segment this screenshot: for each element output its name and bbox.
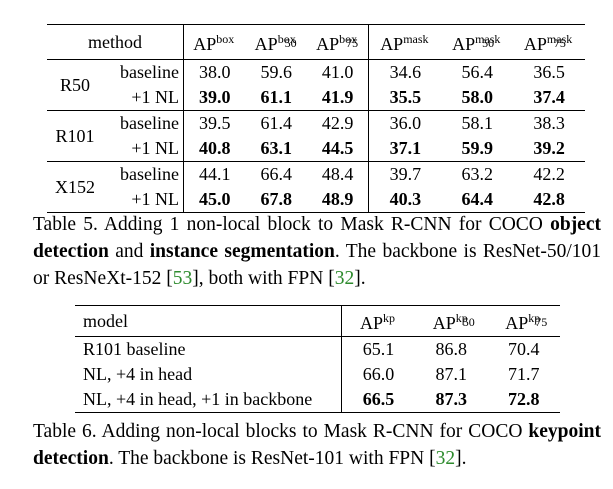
table-cell: 87.3: [414, 387, 488, 413]
table-cell: 41.9: [306, 85, 369, 111]
citation-link[interactable]: 53: [172, 268, 193, 289]
table-cell: 38.3: [533, 113, 565, 133]
variant-label: +1 NL: [103, 85, 184, 111]
table-cell: 35.5: [368, 85, 442, 111]
table-cell: 66.5: [340, 387, 415, 413]
table-6: model APkp APkp 50 APkp 75 R101 baseline 6…: [75, 305, 560, 413]
table-cell: 39.2: [513, 136, 585, 162]
table-6-caption: Table 6. Adding non-local blocks to Mask…: [33, 421, 601, 469]
table-cell: 42.9: [321, 113, 354, 133]
table-cell: 72.8: [487, 387, 560, 413]
table-cell: 61.4: [260, 113, 292, 133]
table-cell: 66.4: [260, 164, 292, 184]
table-cell: 71.7: [507, 364, 540, 384]
table-cell: 39.7: [368, 161, 442, 187]
model-label: NL, +4 in head, +1 in backbone: [75, 387, 342, 413]
table-cell: 44.5: [306, 136, 369, 162]
table-cell: 41.0: [321, 62, 354, 82]
table-row: R50 baseline 38.0 59.6 41.0 34.6 56.4 36…: [47, 59, 585, 111]
table-cell: 37.1: [368, 136, 442, 162]
ap-mask-header: APmask: [368, 24, 442, 60]
table-cell: 56.4: [461, 62, 494, 82]
table-row: NL, +4 in head 66.0 87.1 71.7: [75, 362, 560, 387]
table-row: +1 NL 39.0 61.1 41.9 35.5 58.0 37.4: [47, 85, 585, 111]
ap-kp-header: APkp: [340, 305, 415, 337]
table-cell: 36.5: [533, 62, 565, 82]
variant-label: +1 NL: [103, 187, 184, 213]
table-cell: 58.0: [441, 85, 514, 111]
table-cell: 48.9: [306, 187, 369, 213]
table-row: X152 baseline 44.1 66.4 48.4 39.7 63.2 4…: [47, 161, 585, 213]
table-cell: 36.0: [368, 110, 442, 136]
model-label: R101 baseline: [83, 339, 186, 359]
table-5-caption: Table 5. Adding 1 non-local block to Mas…: [33, 214, 601, 289]
table-cell: 67.8: [245, 187, 307, 213]
citation-link[interactable]: 32: [435, 448, 456, 469]
ap-mask-50-header: APmask 50: [441, 24, 514, 60]
table-cell: 42.8: [513, 187, 585, 213]
table-cell: 42.2: [533, 164, 565, 184]
table-row: R101 baseline 39.5 61.4 42.9 36.0 58.1 3…: [47, 110, 585, 162]
model-header: model: [75, 305, 342, 337]
table-cell: 87.1: [435, 364, 467, 384]
table-cell: 48.4: [321, 164, 354, 184]
table-cell: 44.1: [182, 161, 246, 187]
table-row: R101 baseline 65.1 86.8 70.4: [75, 336, 560, 362]
table-cell: 40.8: [182, 136, 246, 162]
table-cell: 61.1: [245, 85, 307, 111]
table-cell: 70.4: [507, 339, 540, 359]
variant-label: baseline: [120, 164, 179, 184]
ap-kp-75-header: APkp 75: [487, 305, 560, 337]
table-cell: 34.6: [368, 59, 442, 85]
method-header: method: [47, 24, 184, 60]
table-row: +1 NL 40.8 63.1 44.5 37.1 59.9 39.2: [47, 136, 585, 162]
variant-label: +1 NL: [103, 136, 184, 162]
ap-mask-75-header: APmask 75: [513, 24, 585, 60]
variant-label: baseline: [120, 113, 179, 133]
ap-kp-50-header: APkp 50: [414, 305, 488, 337]
table-cell: 39.5: [182, 110, 246, 136]
citation-link[interactable]: 32: [334, 268, 355, 289]
table-row: NL, +4 in head, +1 in backbone 66.5 87.3…: [75, 387, 560, 413]
table-cell: 45.0: [182, 187, 246, 213]
table-cell: 64.4: [441, 187, 514, 213]
table-cell: 66.0: [340, 362, 415, 387]
table-cell: 65.1: [340, 336, 415, 362]
variant-label: baseline: [120, 62, 179, 82]
table-6-header: model APkp APkp 50 APkp 75: [75, 305, 560, 337]
table-row: +1 NL 45.0 67.8 48.9 40.3 64.4 42.8: [47, 187, 585, 213]
table-5-header: method APbox APbox 50 APbox 75 APmask APma…: [47, 24, 585, 60]
table-cell: 59.9: [441, 136, 514, 162]
table-cell: 38.0: [182, 59, 246, 85]
ap-box-75-header: APbox 75: [306, 24, 369, 60]
model-label: NL, +4 in head: [83, 364, 193, 384]
ap-box-header: APbox: [182, 24, 246, 60]
backbone-name: R50: [47, 59, 103, 111]
table-cell: 39.0: [182, 85, 246, 111]
backbone-name: X152: [47, 161, 103, 213]
table-cell: 59.6: [260, 62, 292, 82]
table-cell: 58.1: [461, 113, 494, 133]
backbone-name: R101: [47, 110, 103, 162]
table-cell: 63.2: [461, 164, 494, 184]
table-cell: 63.1: [245, 136, 307, 162]
ap-box-50-header: APbox 50: [245, 24, 307, 60]
table-cell: 86.8: [435, 339, 467, 359]
table-cell: 40.3: [368, 187, 442, 213]
table-5: method APbox APbox 50 APbox 75 APmask APma…: [47, 24, 585, 213]
table-cell: 37.4: [513, 85, 585, 111]
